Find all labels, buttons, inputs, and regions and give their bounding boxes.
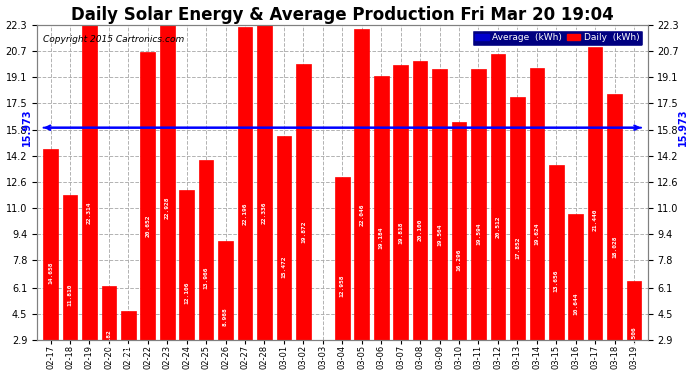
Bar (160, 15, 175, 375)
Bar (393, 65, 408, 375)
Text: 19.184: 19.184 (379, 226, 384, 249)
Text: Copyright 2015 Cartronics.com: Copyright 2015 Cartronics.com (43, 34, 184, 44)
Text: 15.973: 15.973 (22, 109, 32, 147)
Text: 19.872: 19.872 (301, 221, 306, 243)
Bar (296, 64, 310, 375)
Text: 20.512: 20.512 (495, 216, 500, 238)
Text: 22.314: 22.314 (87, 202, 92, 224)
Bar (569, 214, 583, 375)
Bar (257, 24, 272, 375)
Bar (43, 149, 58, 375)
Bar (510, 97, 524, 375)
Text: 6.506: 6.506 (631, 327, 637, 345)
Text: 16.296: 16.296 (457, 249, 462, 271)
Text: 17.852: 17.852 (515, 237, 520, 259)
Bar (121, 311, 136, 375)
Bar (529, 69, 544, 375)
Text: 13.656: 13.656 (554, 269, 559, 292)
Title: Daily Solar Energy & Average Production Fri Mar 20 19:04: Daily Solar Energy & Average Production … (71, 6, 613, 24)
Text: 22.928: 22.928 (165, 197, 170, 219)
Text: 6.182: 6.182 (106, 329, 111, 348)
Bar (238, 27, 253, 375)
Bar (199, 160, 213, 375)
Bar (335, 177, 350, 375)
Text: 18.028: 18.028 (612, 235, 617, 258)
Text: 20.100: 20.100 (417, 219, 422, 242)
Text: 8.968: 8.968 (223, 308, 228, 326)
Text: 20.652: 20.652 (146, 215, 150, 237)
Text: 11.810: 11.810 (68, 284, 72, 306)
Text: 12.958: 12.958 (339, 274, 345, 297)
Legend: Average  (kWh), Daily  (kWh): Average (kWh), Daily (kWh) (472, 30, 643, 46)
Text: 4.676: 4.676 (126, 341, 131, 360)
Bar (607, 94, 622, 375)
Text: 10.644: 10.644 (573, 292, 578, 315)
Text: 19.818: 19.818 (398, 221, 403, 244)
Text: 19.624: 19.624 (534, 223, 540, 245)
Text: 13.966: 13.966 (204, 267, 208, 289)
Bar (141, 52, 155, 375)
Bar (627, 281, 642, 375)
Bar (374, 76, 388, 375)
Bar (218, 241, 233, 375)
Bar (63, 195, 77, 375)
Bar (101, 286, 116, 375)
Bar (82, 25, 97, 375)
Bar (588, 39, 602, 375)
Bar (413, 61, 427, 375)
Text: 22.336: 22.336 (262, 202, 267, 224)
Text: 22.046: 22.046 (359, 204, 364, 226)
Text: 15.472: 15.472 (282, 255, 286, 278)
Text: 19.594: 19.594 (476, 223, 481, 245)
Text: 12.106: 12.106 (184, 281, 189, 304)
Bar (549, 165, 564, 375)
Text: 15.973: 15.973 (678, 109, 688, 147)
Bar (179, 190, 194, 375)
Text: 19.564: 19.564 (437, 223, 442, 246)
Text: 21.440: 21.440 (593, 209, 598, 231)
Bar (471, 69, 486, 375)
Bar (277, 136, 291, 375)
Bar (491, 54, 505, 375)
Text: 14.658: 14.658 (48, 261, 53, 284)
Bar (355, 29, 369, 375)
Bar (452, 123, 466, 375)
Bar (432, 69, 447, 375)
Text: 22.196: 22.196 (243, 202, 248, 225)
